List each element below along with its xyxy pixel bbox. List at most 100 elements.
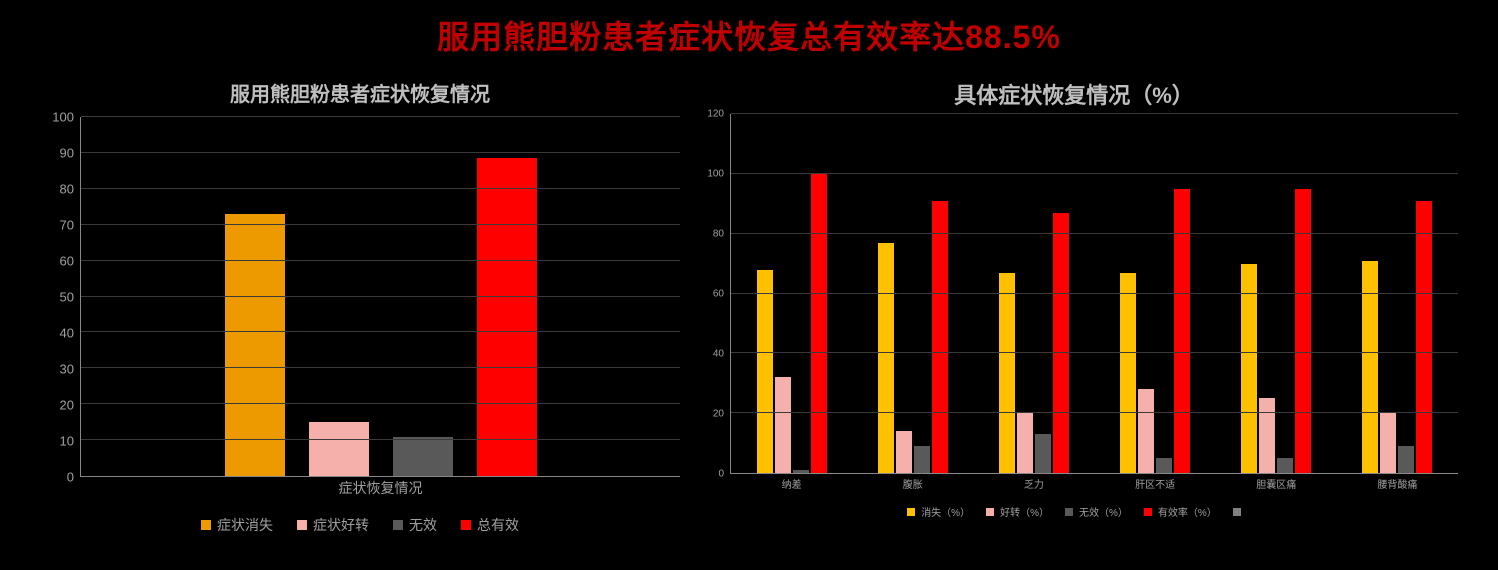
gridline bbox=[731, 352, 1458, 353]
y-tick: 40 bbox=[60, 326, 74, 341]
y-tick: 80 bbox=[713, 229, 724, 240]
bar-group: 胆囊区痛 bbox=[1216, 114, 1337, 473]
legend-item: 无效 bbox=[393, 515, 437, 535]
bar bbox=[1035, 434, 1051, 473]
legend-label: 有效率（%） bbox=[1158, 504, 1217, 519]
legend-item: 无效（%） bbox=[1065, 504, 1128, 519]
y-tick: 60 bbox=[60, 254, 74, 269]
x-category-label: 肝区不适 bbox=[1135, 476, 1175, 491]
gridline bbox=[81, 260, 680, 261]
y-tick: 10 bbox=[60, 434, 74, 449]
gridline bbox=[731, 173, 1458, 174]
bar bbox=[1156, 458, 1172, 473]
y-tick: 100 bbox=[707, 169, 724, 180]
bar bbox=[932, 201, 948, 473]
bar bbox=[393, 437, 453, 476]
legend-swatch bbox=[1233, 508, 1241, 516]
y-tick: 50 bbox=[60, 290, 74, 305]
x-category-label: 腹胀 bbox=[903, 476, 923, 491]
y-tick: 0 bbox=[67, 470, 74, 485]
legend-label: 症状消失 bbox=[217, 515, 273, 535]
bar bbox=[1138, 389, 1154, 473]
gridline bbox=[81, 439, 680, 440]
chart-left-plot: 0102030405060708090100 症状恢复情况 bbox=[40, 117, 680, 477]
gridline bbox=[81, 296, 680, 297]
bar bbox=[225, 214, 285, 476]
gridline bbox=[731, 233, 1458, 234]
legend-swatch bbox=[393, 520, 403, 530]
x-category-label: 纳差 bbox=[782, 476, 802, 491]
bar bbox=[1017, 413, 1033, 473]
bar bbox=[477, 158, 537, 476]
bar-group: 症状恢复情况 bbox=[81, 117, 680, 476]
legend-label: 无效（%） bbox=[1079, 504, 1128, 519]
bar-group: 腰背酸痛 bbox=[1337, 114, 1458, 473]
chart-right-plot: 020406080100120 纳差腹胀乏力肝区不适胆囊区痛腰背酸痛 bbox=[690, 114, 1458, 474]
bar-group: 腹胀 bbox=[852, 114, 973, 473]
legend-swatch bbox=[201, 520, 211, 530]
bar bbox=[1295, 189, 1311, 473]
legend-item: 好转（%） bbox=[986, 504, 1049, 519]
bar bbox=[1174, 189, 1190, 473]
bar bbox=[914, 446, 930, 473]
y-tick: 30 bbox=[60, 362, 74, 377]
y-tick: 20 bbox=[60, 398, 74, 413]
bar bbox=[878, 243, 894, 473]
bar-group: 肝区不适 bbox=[1095, 114, 1216, 473]
gridline bbox=[731, 412, 1458, 413]
bar bbox=[793, 470, 809, 473]
legend-item: 有效率（%） bbox=[1144, 504, 1217, 519]
bar bbox=[1416, 201, 1432, 473]
bar bbox=[775, 377, 791, 473]
x-category-label: 症状恢复情况 bbox=[339, 478, 423, 498]
legend-swatch bbox=[297, 520, 307, 530]
legend-swatch bbox=[1065, 508, 1073, 516]
gridline bbox=[81, 152, 680, 153]
bar bbox=[1053, 213, 1069, 473]
legend-item: 消失（%） bbox=[907, 504, 970, 519]
bar bbox=[896, 431, 912, 473]
y-tick: 70 bbox=[60, 218, 74, 233]
y-tick: 40 bbox=[713, 349, 724, 360]
bar bbox=[1277, 458, 1293, 473]
legend-label: 消失（%） bbox=[921, 504, 970, 519]
legend-item-placeholder bbox=[1233, 504, 1241, 519]
legend-item: 总有效 bbox=[461, 515, 519, 535]
bar bbox=[1380, 413, 1396, 473]
gridline bbox=[81, 224, 680, 225]
charts-row: 服用熊胆粉患者症状恢复情况 0 10 20 30 40 50 60 70 80 90 100 症状恢… bbox=[0, 78, 1498, 568]
y-tick: 90 bbox=[60, 146, 74, 161]
bar bbox=[1398, 446, 1414, 473]
chart-right-legend: 消失（%） 好转（%） 无效（%） 有效率（%） bbox=[690, 504, 1458, 519]
y-tick: 120 bbox=[707, 109, 724, 120]
legend-label: 无效 bbox=[409, 515, 437, 535]
bar bbox=[811, 174, 827, 473]
y-tick: 80 bbox=[60, 182, 74, 197]
gridline bbox=[81, 367, 680, 368]
bar bbox=[1120, 273, 1136, 473]
legend-label: 症状好转 bbox=[313, 515, 369, 535]
gridline bbox=[731, 113, 1458, 114]
bar bbox=[999, 273, 1015, 473]
y-tick: 60 bbox=[713, 289, 724, 300]
y-tick: 20 bbox=[713, 409, 724, 420]
bar-group: 乏力 bbox=[973, 114, 1094, 473]
legend-label: 总有效 bbox=[477, 515, 519, 535]
x-category-label: 胆囊区痛 bbox=[1256, 476, 1296, 491]
bar bbox=[1259, 398, 1275, 473]
legend-swatch bbox=[461, 520, 471, 530]
legend-item: 症状消失 bbox=[201, 515, 273, 535]
gridline bbox=[81, 188, 680, 189]
bar bbox=[309, 422, 369, 476]
chart-right: 具体症状恢复情况（%） 020406080100120 纳差腹胀乏力肝区不适胆囊… bbox=[690, 78, 1458, 568]
legend-swatch bbox=[1144, 508, 1152, 516]
x-category-label: 乏力 bbox=[1024, 476, 1044, 491]
chart-left: 服用熊胆粉患者症状恢复情况 0 10 20 30 40 50 60 70 80 90 100 症状恢… bbox=[40, 78, 680, 568]
y-tick: 100 bbox=[52, 110, 74, 125]
gridline bbox=[81, 116, 680, 117]
chart-left-legend: 症状消失 症状好转 无效 总有效 bbox=[40, 515, 680, 535]
chart-left-title: 服用熊胆粉患者症状恢复情况 bbox=[40, 78, 680, 107]
bar bbox=[1241, 264, 1257, 473]
legend-swatch bbox=[986, 508, 994, 516]
legend-swatch bbox=[907, 508, 915, 516]
